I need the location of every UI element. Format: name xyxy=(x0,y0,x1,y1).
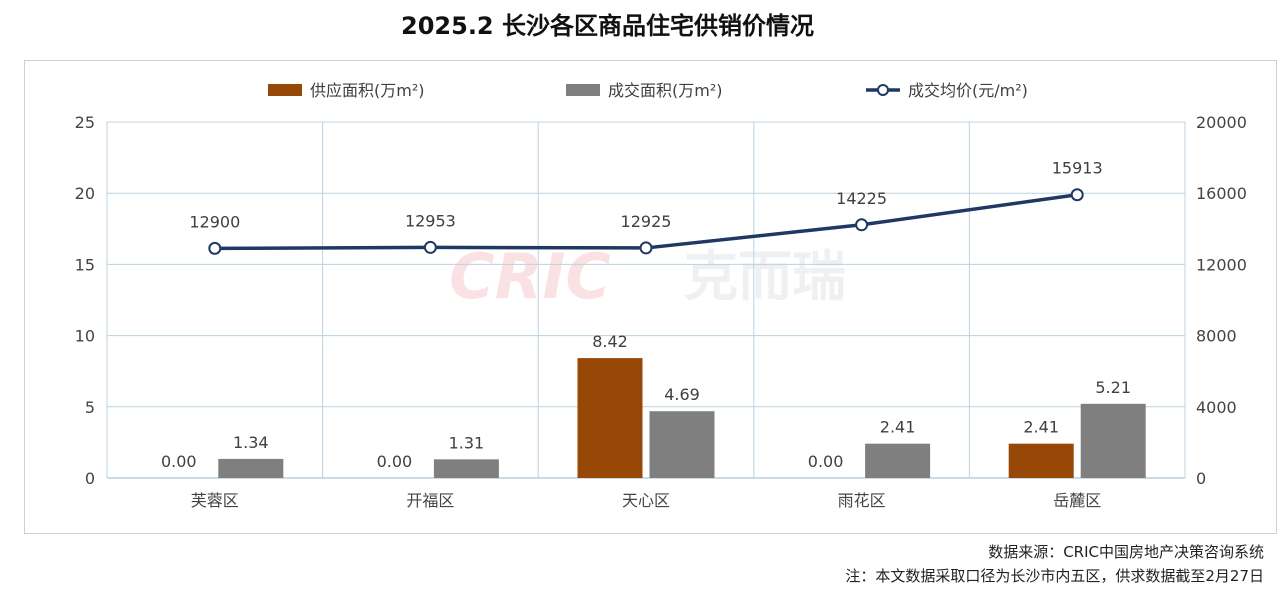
bar-transaction xyxy=(433,459,499,478)
legend-swatch-price-marker xyxy=(877,84,889,96)
data-source-note: 数据来源：CRIC中国房地产决策咨询系统 xyxy=(988,543,1264,561)
bar-data-label: 2.41 xyxy=(1023,418,1059,437)
footnote: 注：本文数据采取口径为长沙市内五区，供求数据截至2月27日 xyxy=(845,567,1264,585)
legend-swatch-supply xyxy=(268,84,302,96)
bar-data-label: 0.00 xyxy=(808,452,844,471)
y-right-tick-label: 4000 xyxy=(1196,398,1237,417)
bar-data-label: 1.34 xyxy=(233,433,269,452)
y-right-tick-label: 0 xyxy=(1196,469,1206,488)
y-left-tick-label: 15 xyxy=(75,255,95,274)
price-data-label: 12925 xyxy=(621,212,672,231)
bar-data-label: 5.21 xyxy=(1095,378,1131,397)
price-marker xyxy=(423,240,437,254)
price-marker xyxy=(639,241,653,255)
price-data-label: 15913 xyxy=(1052,159,1103,178)
x-category-label: 天心区 xyxy=(622,491,670,510)
bar-data-label: 0.00 xyxy=(377,452,413,471)
x-category-label: 岳麓区 xyxy=(1053,491,1101,510)
y-left-tick-label: 10 xyxy=(75,327,95,346)
chart-svg: CRIC 克而瑞 0 5 10 15 20 25 0 4000 8000 12000 16000 2000… xyxy=(75,81,1247,510)
price-marker xyxy=(208,241,222,255)
y-right-tick-label: 16000 xyxy=(1196,184,1247,203)
price-marker xyxy=(855,218,869,232)
bar-data-label: 2.41 xyxy=(880,418,916,437)
price-data-label: 12900 xyxy=(189,212,240,231)
y-left-tick-label: 25 xyxy=(75,113,95,132)
chart-frame xyxy=(24,60,1277,534)
price-data-label: 14225 xyxy=(836,189,887,208)
y-left-tick-label: 0 xyxy=(85,469,95,488)
bar-data-label: 8.42 xyxy=(592,332,628,351)
bar-transaction xyxy=(1080,403,1146,478)
y-right-tick-label: 12000 xyxy=(1196,255,1247,274)
legend-swatch-transaction xyxy=(566,84,600,96)
legend-label: 成交面积(万m²) xyxy=(608,81,723,100)
y-right-tick-label: 20000 xyxy=(1196,113,1247,132)
legend-label: 成交均价(元/m²) xyxy=(908,81,1028,100)
bar-supply xyxy=(1008,443,1074,478)
bar-transaction xyxy=(865,443,931,478)
bar-transaction xyxy=(218,458,284,478)
chart-title: 2025.2 长沙各区商品住宅供销价情况 xyxy=(401,12,814,40)
x-category-label: 雨花区 xyxy=(838,491,886,510)
watermark-chinese: 克而瑞 xyxy=(684,245,846,308)
price-data-label: 12953 xyxy=(405,211,456,230)
bar-data-label: 1.31 xyxy=(449,433,485,452)
bar-data-label: 4.69 xyxy=(664,385,700,404)
y-right-tick-label: 8000 xyxy=(1196,327,1237,346)
legend-label: 供应面积(万m²) xyxy=(310,81,425,100)
bar-data-label: 0.00 xyxy=(161,452,197,471)
x-category-label: 芙蓉区 xyxy=(191,491,239,510)
x-category-label: 开福区 xyxy=(406,491,454,510)
y-left-tick-label: 5 xyxy=(85,398,95,417)
bar-supply xyxy=(577,358,643,478)
watermark-latin: CRIC xyxy=(449,240,611,313)
bar-transaction xyxy=(649,411,715,478)
y-left-tick-label: 20 xyxy=(75,184,95,203)
price-marker xyxy=(1070,188,1084,202)
